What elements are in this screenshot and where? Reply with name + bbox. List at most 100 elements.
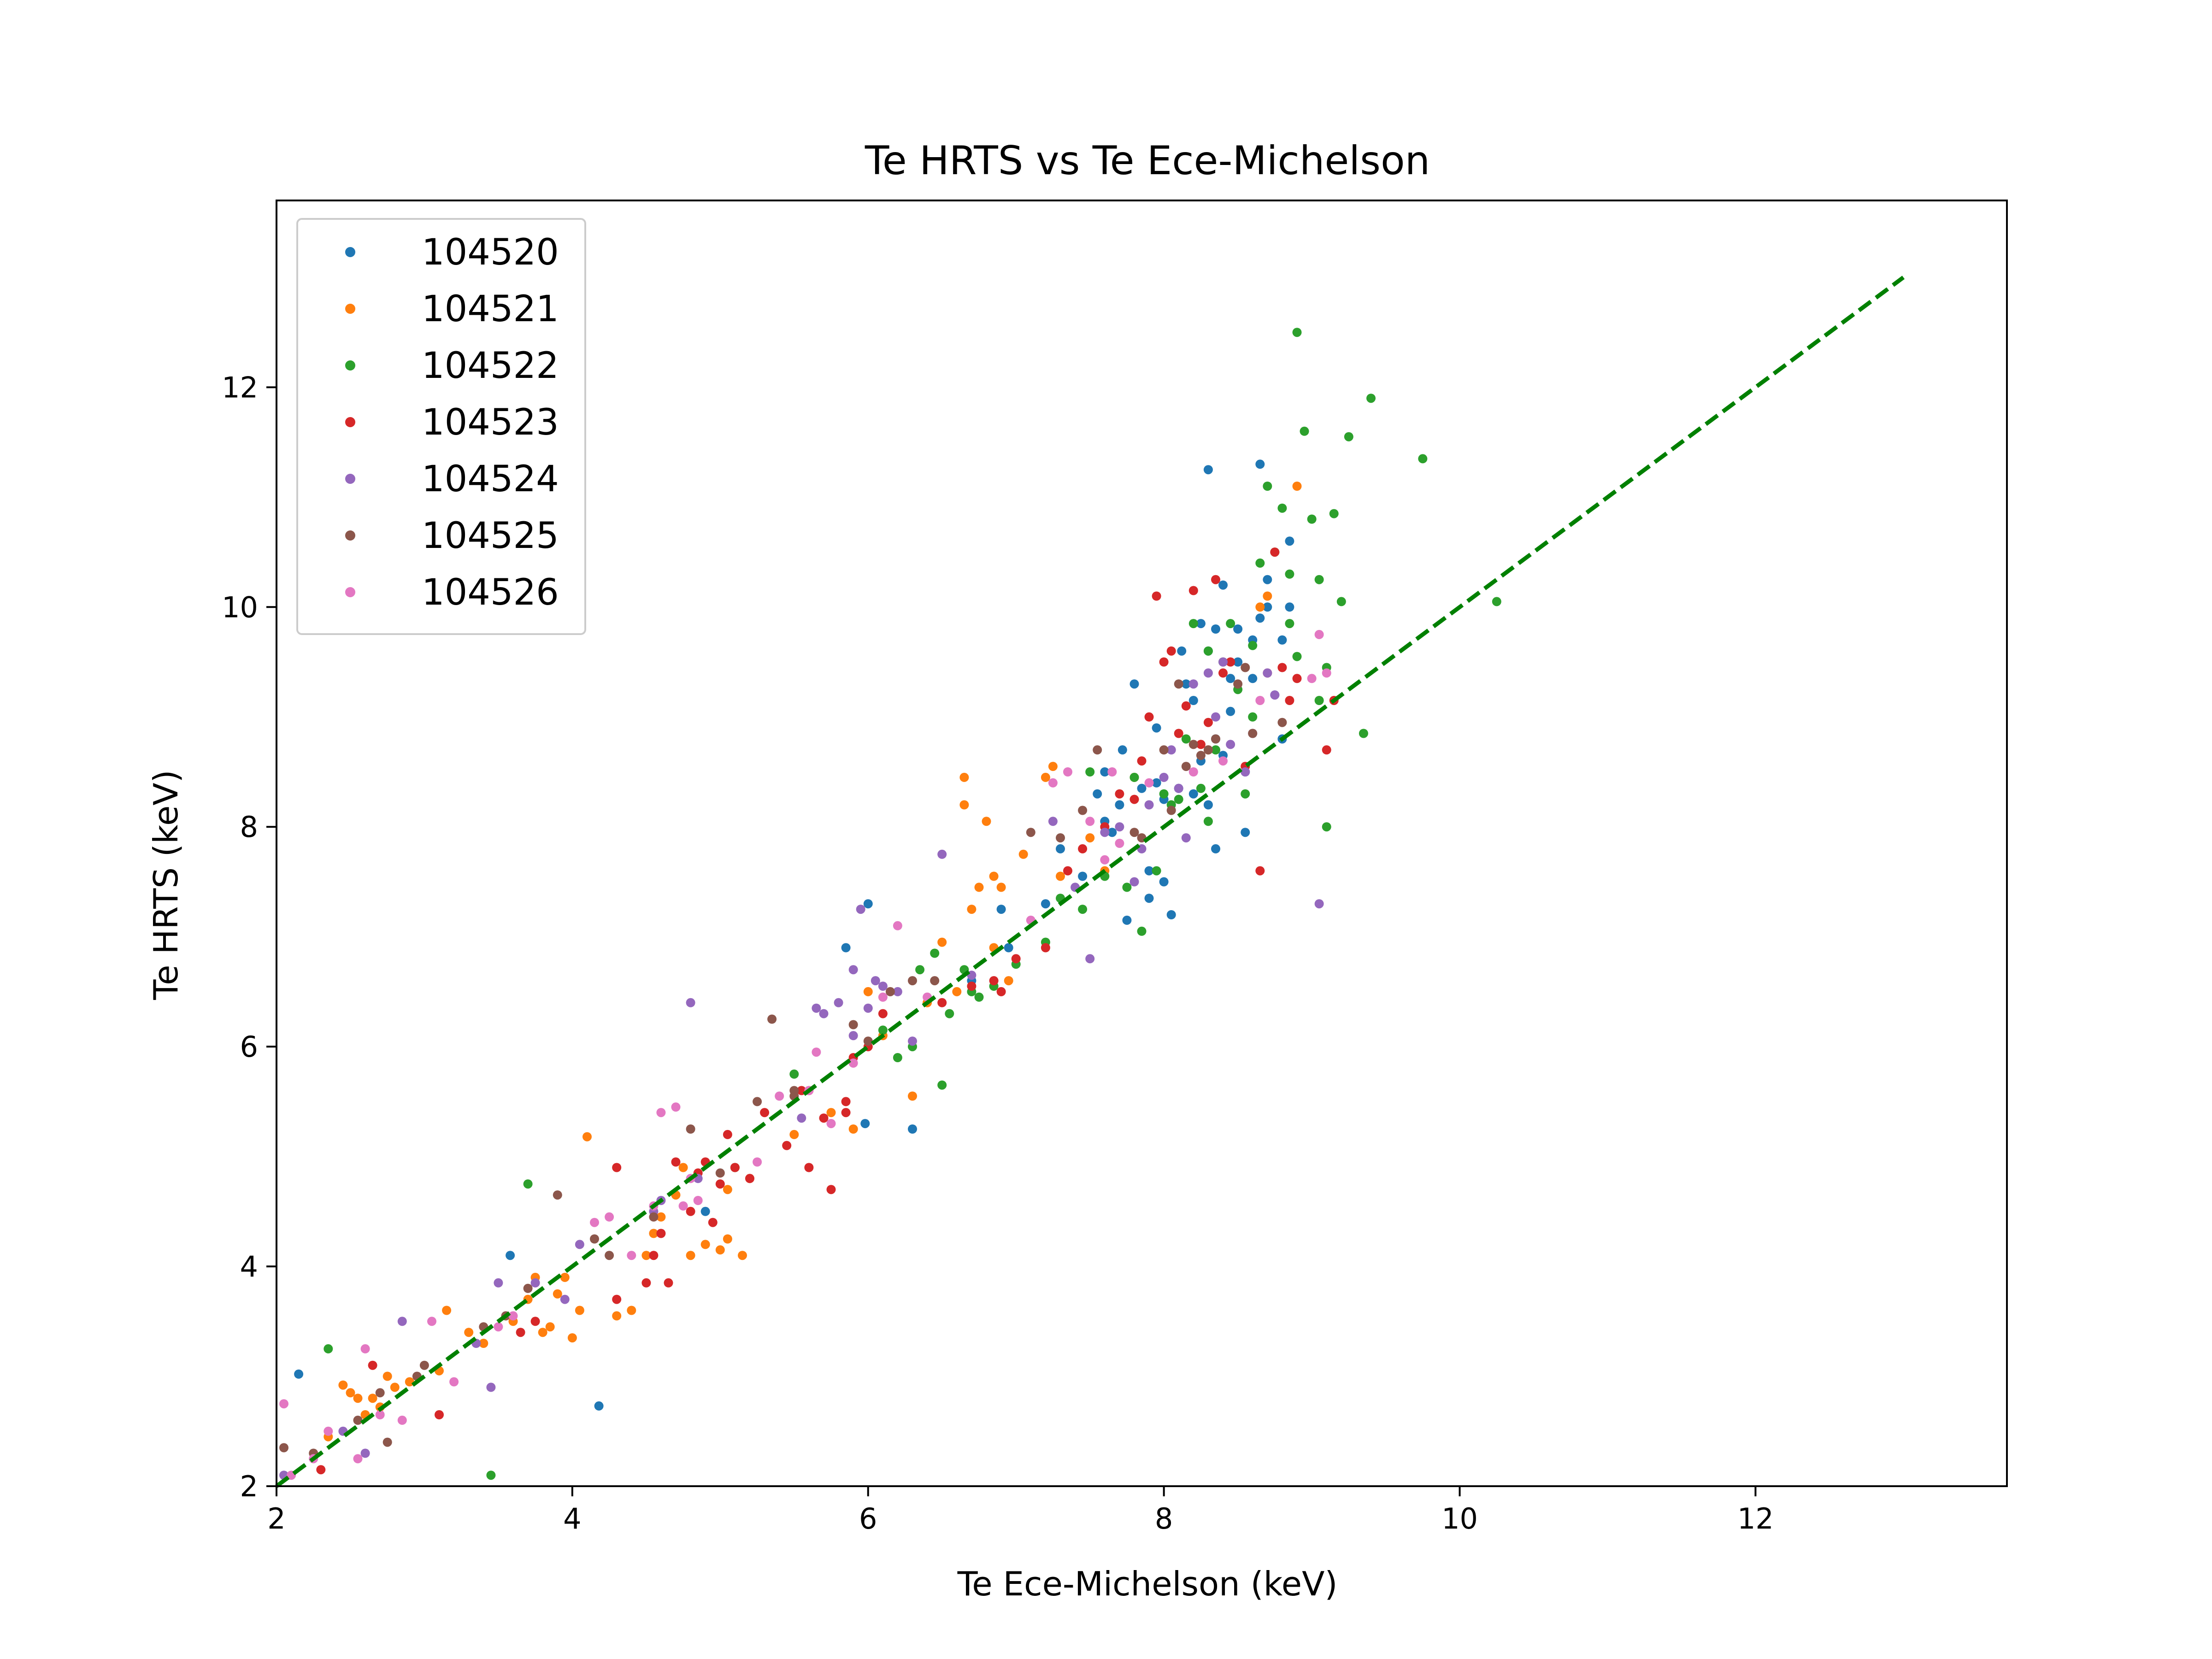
data-point-104525-34 — [1196, 751, 1206, 760]
data-point-104523-20 — [760, 1108, 770, 1118]
data-point-104520-16 — [1118, 745, 1127, 755]
data-point-104520-57 — [1159, 877, 1169, 887]
data-point-104525-24 — [1056, 833, 1065, 843]
data-point-104522-53 — [1344, 432, 1353, 441]
data-point-104525-13 — [649, 1212, 659, 1222]
data-point-104521-52 — [996, 882, 1006, 892]
data-point-104523-16 — [715, 1179, 725, 1189]
data-point-104520-46 — [1255, 613, 1265, 623]
data-point-104526-6 — [375, 1410, 385, 1419]
data-point-104521-33 — [723, 1234, 732, 1244]
data-point-104522-59 — [1203, 646, 1213, 656]
data-point-104522-45 — [1300, 426, 1309, 436]
x-tick-label-6: 6 — [859, 1502, 877, 1535]
data-point-104524-7 — [530, 1278, 540, 1288]
data-point-104525-33 — [1188, 740, 1198, 749]
data-point-104521-40 — [863, 987, 873, 996]
data-point-104524-31 — [1130, 877, 1139, 887]
data-point-104523-39 — [1130, 794, 1139, 804]
data-point-104523-44 — [1166, 646, 1176, 656]
data-point-104522-58 — [1248, 712, 1258, 722]
data-point-104524-26 — [1048, 817, 1058, 826]
legend-label-104520: 104520 — [422, 232, 559, 273]
data-point-104526-33 — [1085, 817, 1095, 826]
data-point-104523-17 — [723, 1130, 732, 1139]
data-point-104525-41 — [930, 976, 940, 986]
data-point-104523-21 — [782, 1141, 792, 1150]
data-point-104520-55 — [1177, 646, 1187, 656]
data-point-104520-20 — [1144, 866, 1154, 876]
data-point-104520-0 — [294, 1369, 304, 1379]
data-point-104524-41 — [1218, 657, 1228, 667]
data-point-104523-9 — [656, 1229, 666, 1238]
data-point-104522-35 — [1241, 789, 1250, 799]
data-point-104526-14 — [627, 1251, 636, 1260]
data-point-104525-3 — [375, 1388, 385, 1398]
data-point-104524-43 — [1241, 767, 1250, 777]
data-point-104521-55 — [1041, 772, 1050, 782]
data-point-104520-48 — [1226, 706, 1235, 716]
data-point-104523-18 — [730, 1163, 740, 1172]
data-point-104521-18 — [545, 1322, 555, 1332]
data-point-104520-43 — [1285, 602, 1294, 612]
data-point-104522-20 — [1085, 767, 1095, 777]
data-point-104520-2 — [594, 1401, 604, 1411]
data-point-104520-53 — [1152, 778, 1161, 788]
data-point-104525-16 — [753, 1097, 762, 1106]
data-point-104524-46 — [1270, 690, 1280, 700]
data-point-104526-18 — [678, 1201, 688, 1211]
data-point-104521-9 — [405, 1377, 414, 1387]
data-point-104525-23 — [1026, 828, 1035, 837]
chart-title: Te HRTS vs Te Ece-Michelson — [865, 138, 1430, 184]
data-point-104526-31 — [1048, 778, 1058, 788]
data-point-104521-29 — [678, 1163, 688, 1172]
data-point-104521-64 — [1263, 591, 1272, 601]
data-point-104524-42 — [1226, 740, 1235, 749]
legend-label-104522: 104522 — [422, 345, 559, 387]
data-point-104520-61 — [1004, 943, 1013, 953]
data-point-104522-38 — [1263, 482, 1272, 491]
data-point-104526-24 — [812, 1047, 821, 1057]
data-point-104526-35 — [1107, 767, 1117, 777]
data-point-104521-50 — [982, 817, 991, 826]
data-point-104524-28 — [1085, 954, 1095, 964]
data-point-104523-47 — [1188, 586, 1198, 595]
data-point-104520-37 — [1241, 828, 1250, 837]
data-point-104525-35 — [1203, 745, 1213, 755]
data-point-104523-5 — [612, 1294, 622, 1304]
data-point-104526-5 — [360, 1344, 370, 1353]
data-point-104522-33 — [1226, 619, 1235, 629]
data-point-104524-34 — [1159, 772, 1169, 782]
data-point-104523-42 — [1152, 591, 1161, 601]
data-point-104526-36 — [1115, 839, 1124, 848]
data-point-104520-27 — [1188, 696, 1198, 705]
data-point-104520-59 — [1196, 619, 1206, 629]
data-point-104522-42 — [1285, 569, 1294, 579]
data-point-104525-38 — [1241, 663, 1250, 672]
data-point-104525-30 — [1166, 806, 1176, 815]
data-point-104524-47 — [1314, 899, 1324, 909]
data-point-104526-13 — [605, 1212, 614, 1222]
data-point-104521-34 — [738, 1251, 747, 1260]
data-point-104523-48 — [1196, 740, 1206, 749]
data-point-104523-12 — [686, 1206, 695, 1216]
data-point-104521-19 — [553, 1289, 562, 1299]
data-point-104525-10 — [553, 1190, 562, 1200]
data-point-104523-62 — [841, 1108, 851, 1118]
data-point-104521-49 — [974, 882, 984, 892]
data-point-104520-26 — [1181, 679, 1191, 689]
data-point-104525-19 — [848, 1020, 858, 1030]
data-point-104523-41 — [1144, 712, 1154, 722]
data-point-104526-7 — [397, 1415, 407, 1425]
data-point-104526-17 — [671, 1102, 681, 1112]
data-point-104522-50 — [1322, 822, 1331, 832]
data-point-104524-35 — [1166, 745, 1176, 755]
data-point-104523-56 — [1270, 547, 1280, 557]
data-point-104522-19 — [1078, 905, 1088, 914]
x-tick-label-4: 4 — [563, 1502, 581, 1535]
data-point-104521-57 — [1056, 871, 1065, 881]
data-point-104521-66 — [723, 1185, 732, 1194]
data-point-104525-21 — [885, 987, 895, 996]
data-point-104523-34 — [1041, 943, 1050, 953]
data-point-104523-6 — [612, 1163, 622, 1172]
